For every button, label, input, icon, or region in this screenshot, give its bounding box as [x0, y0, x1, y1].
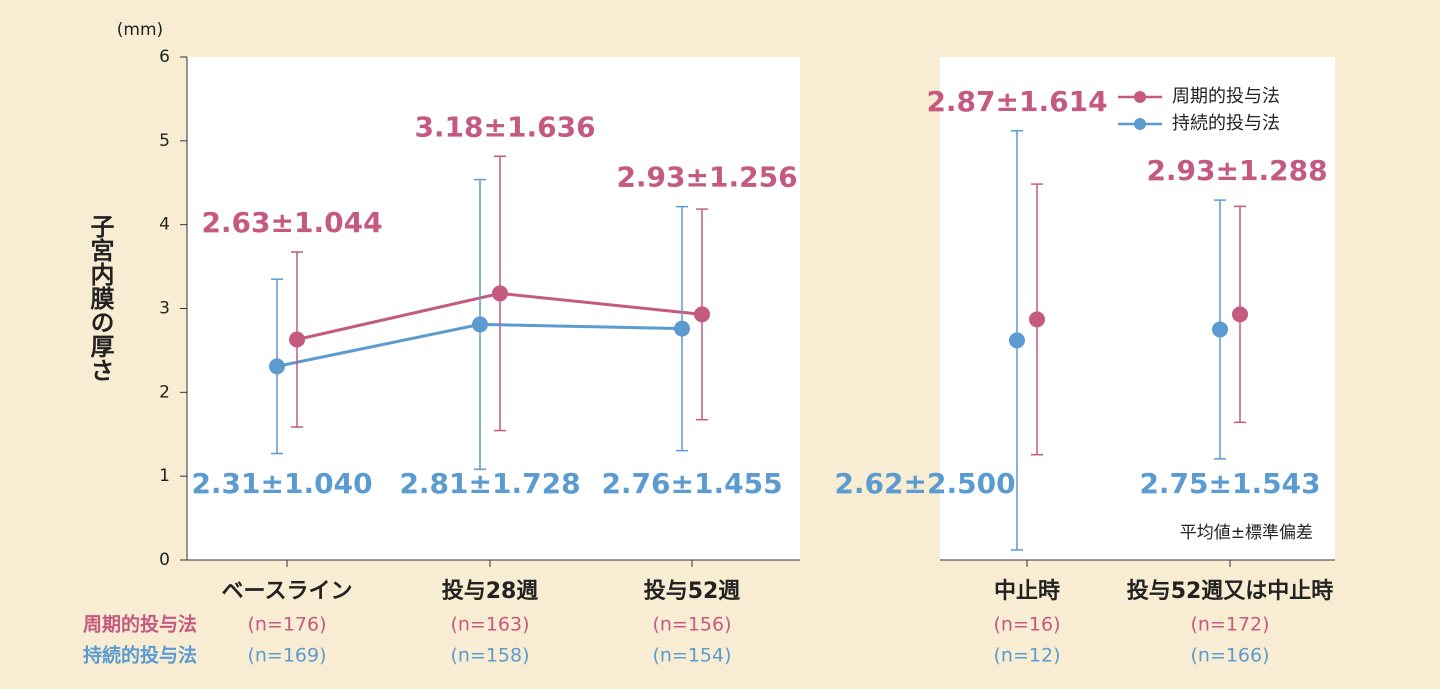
y-tick-label: 4 — [159, 215, 170, 235]
point — [1212, 321, 1228, 338]
y-tick-label: 1 — [159, 466, 170, 486]
y-axis-title: 子宮内膜の厚さ — [86, 214, 115, 382]
x-tick-label: ベースライン — [222, 579, 353, 604]
row-label: 周期的投与法 — [83, 613, 197, 636]
n-label: (n=172) — [1190, 614, 1269, 636]
point — [289, 331, 305, 348]
point — [472, 316, 488, 333]
value-label: 2.31±1.040 — [191, 467, 372, 500]
legend-marker — [1134, 118, 1146, 130]
row-label: 持続的投与法 — [83, 644, 197, 667]
x-tick-label: 投与28週 — [442, 579, 539, 604]
point — [1009, 332, 1025, 349]
x-tick-label: 中止時 — [994, 579, 1060, 604]
value-label: 2.62±2.500 — [834, 467, 1015, 500]
n-label: (n=16) — [994, 614, 1061, 636]
n-label: (n=12) — [994, 645, 1061, 667]
point — [1029, 311, 1045, 328]
plot-area — [940, 57, 1335, 560]
point — [694, 306, 710, 323]
y-tick-label: 3 — [159, 299, 170, 319]
x-tick-label: 投与52週又は中止時 — [1127, 579, 1334, 604]
note: 平均値±標準偏差 — [1180, 523, 1313, 543]
x-tick-label: 投与52週 — [644, 579, 741, 604]
n-label: (n=154) — [652, 645, 731, 667]
value-label: 2.93±1.288 — [1146, 154, 1327, 187]
n-label: (n=163) — [450, 614, 529, 636]
value-label: 2.76±1.455 — [601, 467, 782, 500]
legend-label: 持続的投与法 — [1172, 113, 1280, 134]
n-label: (n=169) — [247, 645, 326, 667]
point — [1232, 306, 1248, 323]
value-label: 3.18±1.636 — [414, 110, 595, 143]
y-tick-label: 0 — [159, 550, 170, 570]
y-tick-label: 5 — [159, 131, 170, 151]
value-label: 2.81±1.728 — [399, 467, 580, 500]
legend-marker — [1134, 91, 1146, 103]
n-label: (n=166) — [1190, 645, 1269, 667]
y-tick-label: 6 — [159, 47, 170, 67]
n-label: (n=176) — [247, 614, 326, 636]
point — [674, 320, 690, 337]
value-label: 2.93±1.256 — [616, 161, 797, 194]
n-label: (n=156) — [652, 614, 731, 636]
legend-label: 周期的投与法 — [1172, 86, 1280, 107]
value-label: 2.63±1.044 — [201, 206, 382, 239]
value-label: 2.87±1.614 — [926, 85, 1107, 118]
y-tick-label: 2 — [159, 382, 170, 402]
point — [269, 358, 285, 375]
n-label: (n=158) — [450, 645, 529, 667]
point — [492, 285, 508, 302]
value-label: 2.75±1.543 — [1139, 467, 1320, 500]
y-unit: (mm) — [117, 20, 163, 40]
